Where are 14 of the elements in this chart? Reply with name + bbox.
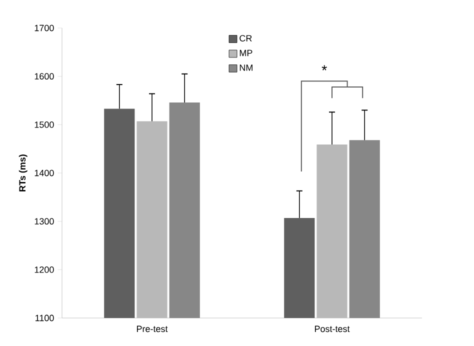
y-axis-title: RTs (ms): [18, 154, 28, 192]
x-tick-label: Pre-test: [136, 326, 168, 332]
y-tick-label: 1700: [34, 24, 54, 32]
y-tick-label: 1300: [34, 218, 54, 225]
y-tick-label: 1100: [36, 314, 54, 322]
x-tick-label: Post-test: [314, 326, 350, 332]
legend-label: CR: [240, 35, 252, 42]
legend-label: NM: [240, 64, 252, 71]
y-tick-label: 1200: [34, 266, 54, 273]
y-tick-label: 1400: [34, 170, 54, 176]
y-tick-label: 1600: [34, 73, 54, 80]
legend-label: MP: [240, 50, 252, 56]
y-tick-label: 1500: [34, 121, 54, 128]
annotation: *: [322, 65, 327, 70]
